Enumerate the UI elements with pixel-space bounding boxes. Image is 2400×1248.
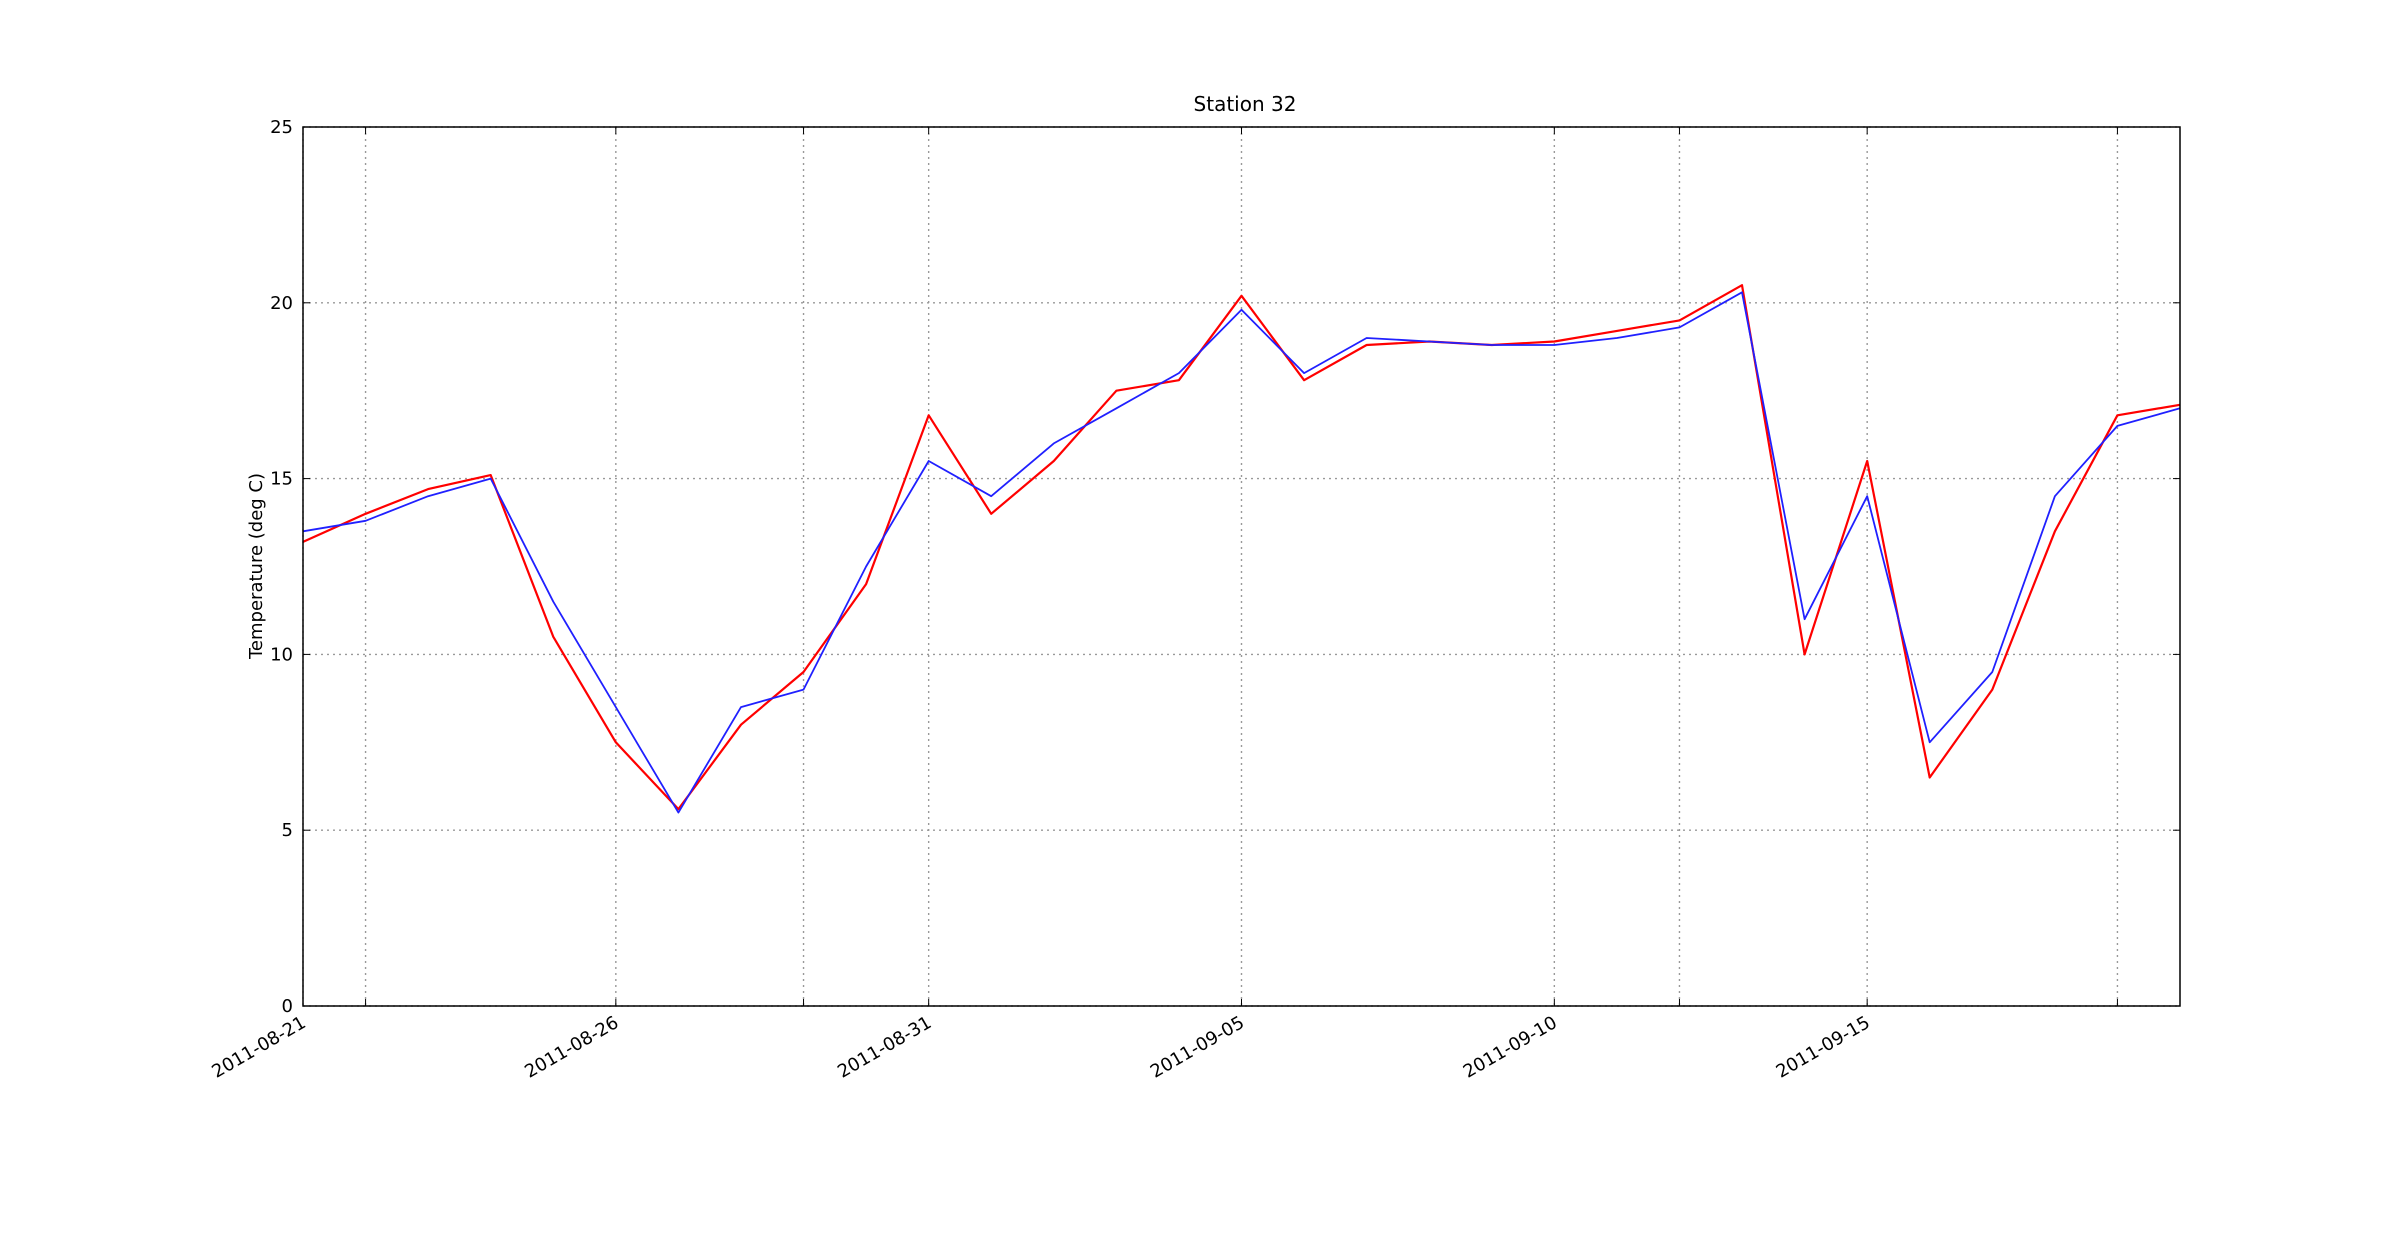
plot-frame (302, 126, 2181, 1007)
y-tick-label: 5 (282, 820, 293, 841)
y-tick-label: 10 (270, 644, 293, 665)
y-tick-label: 20 (270, 293, 293, 314)
x-tick-label: 2011-09-15 (1773, 1012, 1874, 1082)
data-line (302, 291, 2181, 814)
x-tick-label: 2011-08-31 (834, 1012, 935, 1082)
x-tick-label: 2011-09-05 (1147, 1012, 1248, 1082)
y-tick-label: 0 (282, 996, 293, 1017)
y-tick-label: 15 (270, 469, 293, 490)
x-tick-label: 2011-09-10 (1460, 1012, 1561, 1082)
chart-title: Station 32 (1194, 92, 1297, 116)
x-tick-label: 2011-08-26 (521, 1012, 622, 1082)
data-line (302, 284, 2181, 811)
y-tick-label: 25 (270, 117, 293, 138)
y-axis-label: Temperature (deg C) (246, 473, 267, 660)
x-tick-label: 2011-08-21 (208, 1012, 309, 1082)
